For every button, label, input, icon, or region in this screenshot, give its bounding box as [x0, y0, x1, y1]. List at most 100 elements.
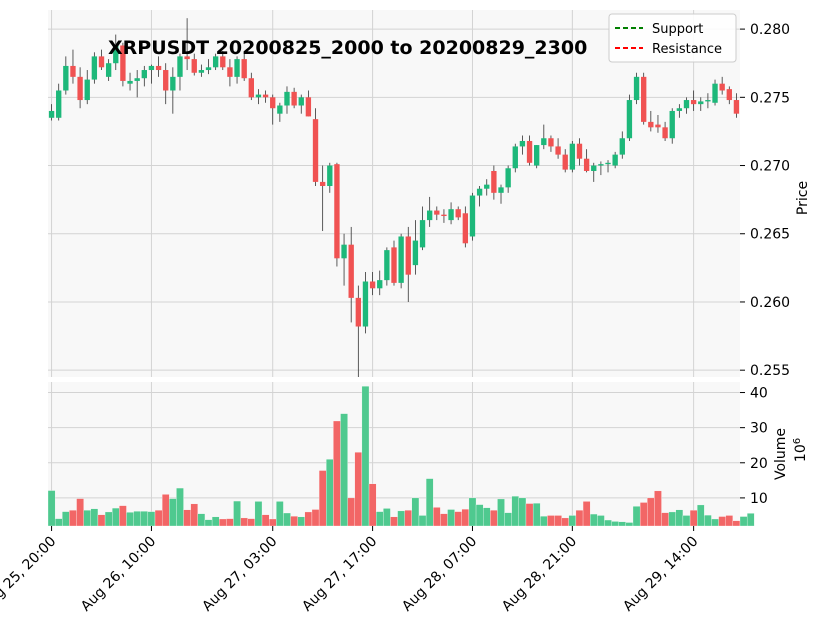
- price-candles: [48, 18, 740, 377]
- volume-bar: [183, 509, 191, 527]
- candle-body: [56, 90, 62, 118]
- volume-bar: [554, 515, 562, 527]
- volume-bar: [104, 511, 113, 527]
- volume-bar: [746, 513, 755, 527]
- volume-bar: [361, 386, 370, 527]
- candle-body: [576, 143, 583, 159]
- volume-bar: [561, 517, 569, 527]
- candle-body: [384, 250, 390, 281]
- candle-body: [341, 244, 347, 259]
- candle-body: [248, 78, 254, 98]
- volume-bar: [575, 510, 584, 527]
- volume-bar: [411, 497, 420, 527]
- volume-bar: [739, 516, 748, 527]
- candle-body: [462, 213, 469, 244]
- candle-body: [205, 67, 212, 71]
- candle-body: [148, 65, 155, 71]
- volume-bar: [732, 520, 741, 527]
- candle-body: [455, 209, 461, 218]
- volume-bar: [725, 515, 734, 527]
- volume-bar: [461, 508, 470, 527]
- volume-bar: [497, 498, 505, 527]
- candle-body: [63, 65, 69, 91]
- volume-bar: [333, 420, 341, 527]
- volume-bar: [190, 503, 198, 527]
- volume-bar: [425, 478, 434, 527]
- volume-bar: [283, 512, 291, 527]
- volume-bar: [161, 494, 170, 527]
- candle-body: [355, 297, 362, 327]
- candle-body: [312, 119, 319, 182]
- volume-bar: [297, 516, 305, 527]
- candle-body: [319, 181, 326, 186]
- candle-body: [305, 97, 312, 117]
- candle-body: [134, 78, 140, 81]
- candle-body: [270, 97, 276, 109]
- candle-body: [484, 184, 490, 189]
- volume-bar: [226, 518, 234, 527]
- candle-body: [391, 247, 397, 283]
- volume-bar: [233, 500, 241, 527]
- volume-tick-label: 20: [750, 456, 768, 472]
- volume-bar: [119, 505, 127, 527]
- candle-body: [298, 97, 304, 106]
- candle-body: [362, 281, 369, 327]
- volume-bar: [126, 512, 134, 527]
- candle-body: [519, 140, 526, 147]
- candle-body: [127, 80, 133, 84]
- candle-body: [405, 236, 411, 275]
- volume-bar: [689, 510, 698, 527]
- candle-body: [683, 100, 690, 109]
- candle-body: [669, 110, 675, 139]
- volume-tick-label: 10: [750, 491, 768, 507]
- legend-frame: [608, 13, 737, 63]
- volume-bar: [611, 521, 619, 527]
- x-tick-label: Aug 27, 17:00: [299, 534, 380, 615]
- volume-bar: [69, 510, 77, 527]
- volume-bar: [525, 503, 534, 527]
- volume-bar: [169, 498, 177, 527]
- chart-title: XRPUSDT 20200825_2000 to 20200829_2300: [108, 37, 587, 59]
- candle-body: [377, 280, 383, 289]
- volume-bar: [718, 516, 726, 527]
- x-axis-ticks: Aug 25, 20:00 Aug 26, 10:00 Aug 27, 03:00 A…: [0, 526, 701, 615]
- candle-body: [241, 59, 247, 79]
- volume-bar: [76, 498, 84, 527]
- candle-body: [498, 187, 504, 193]
- volume-bar: [639, 502, 648, 527]
- candle-body: [141, 70, 147, 79]
- volume-bar: [383, 508, 391, 527]
- candle-body: [419, 220, 426, 248]
- volume-bar: [590, 513, 598, 527]
- candle-body: [541, 138, 547, 146]
- candle-body: [155, 65, 162, 71]
- candle-body: [648, 121, 654, 128]
- candle-body: [369, 281, 376, 289]
- volume-bar: [675, 509, 684, 527]
- volume-bar: [269, 518, 277, 527]
- candle-body: [555, 146, 561, 155]
- volume-tick-label: 30: [750, 421, 768, 437]
- candle-body: [198, 70, 205, 73]
- volume-bar: [490, 510, 498, 527]
- volume-bar: [276, 501, 284, 527]
- x-tick-label: Aug 28, 21:00: [499, 534, 580, 615]
- candle-body: [726, 89, 732, 101]
- volume-bar: [504, 512, 512, 527]
- x-tick-label: Aug 25, 20:00: [0, 534, 59, 615]
- candle-body: [177, 56, 183, 77]
- candle-body: [705, 100, 711, 102]
- volume-bar: [582, 501, 591, 527]
- candle-body: [170, 76, 176, 91]
- volume-bar: [654, 490, 662, 527]
- volume-bar: [318, 470, 327, 527]
- volume-bar: [668, 511, 676, 527]
- price-tick-label: 0.260: [750, 295, 790, 311]
- volume-bar: [682, 515, 691, 527]
- candle-body: [619, 138, 625, 155]
- candle-body: [476, 188, 483, 196]
- volume-bar: [140, 511, 149, 527]
- volume-bar: [418, 515, 427, 527]
- volume-bar: [625, 522, 634, 527]
